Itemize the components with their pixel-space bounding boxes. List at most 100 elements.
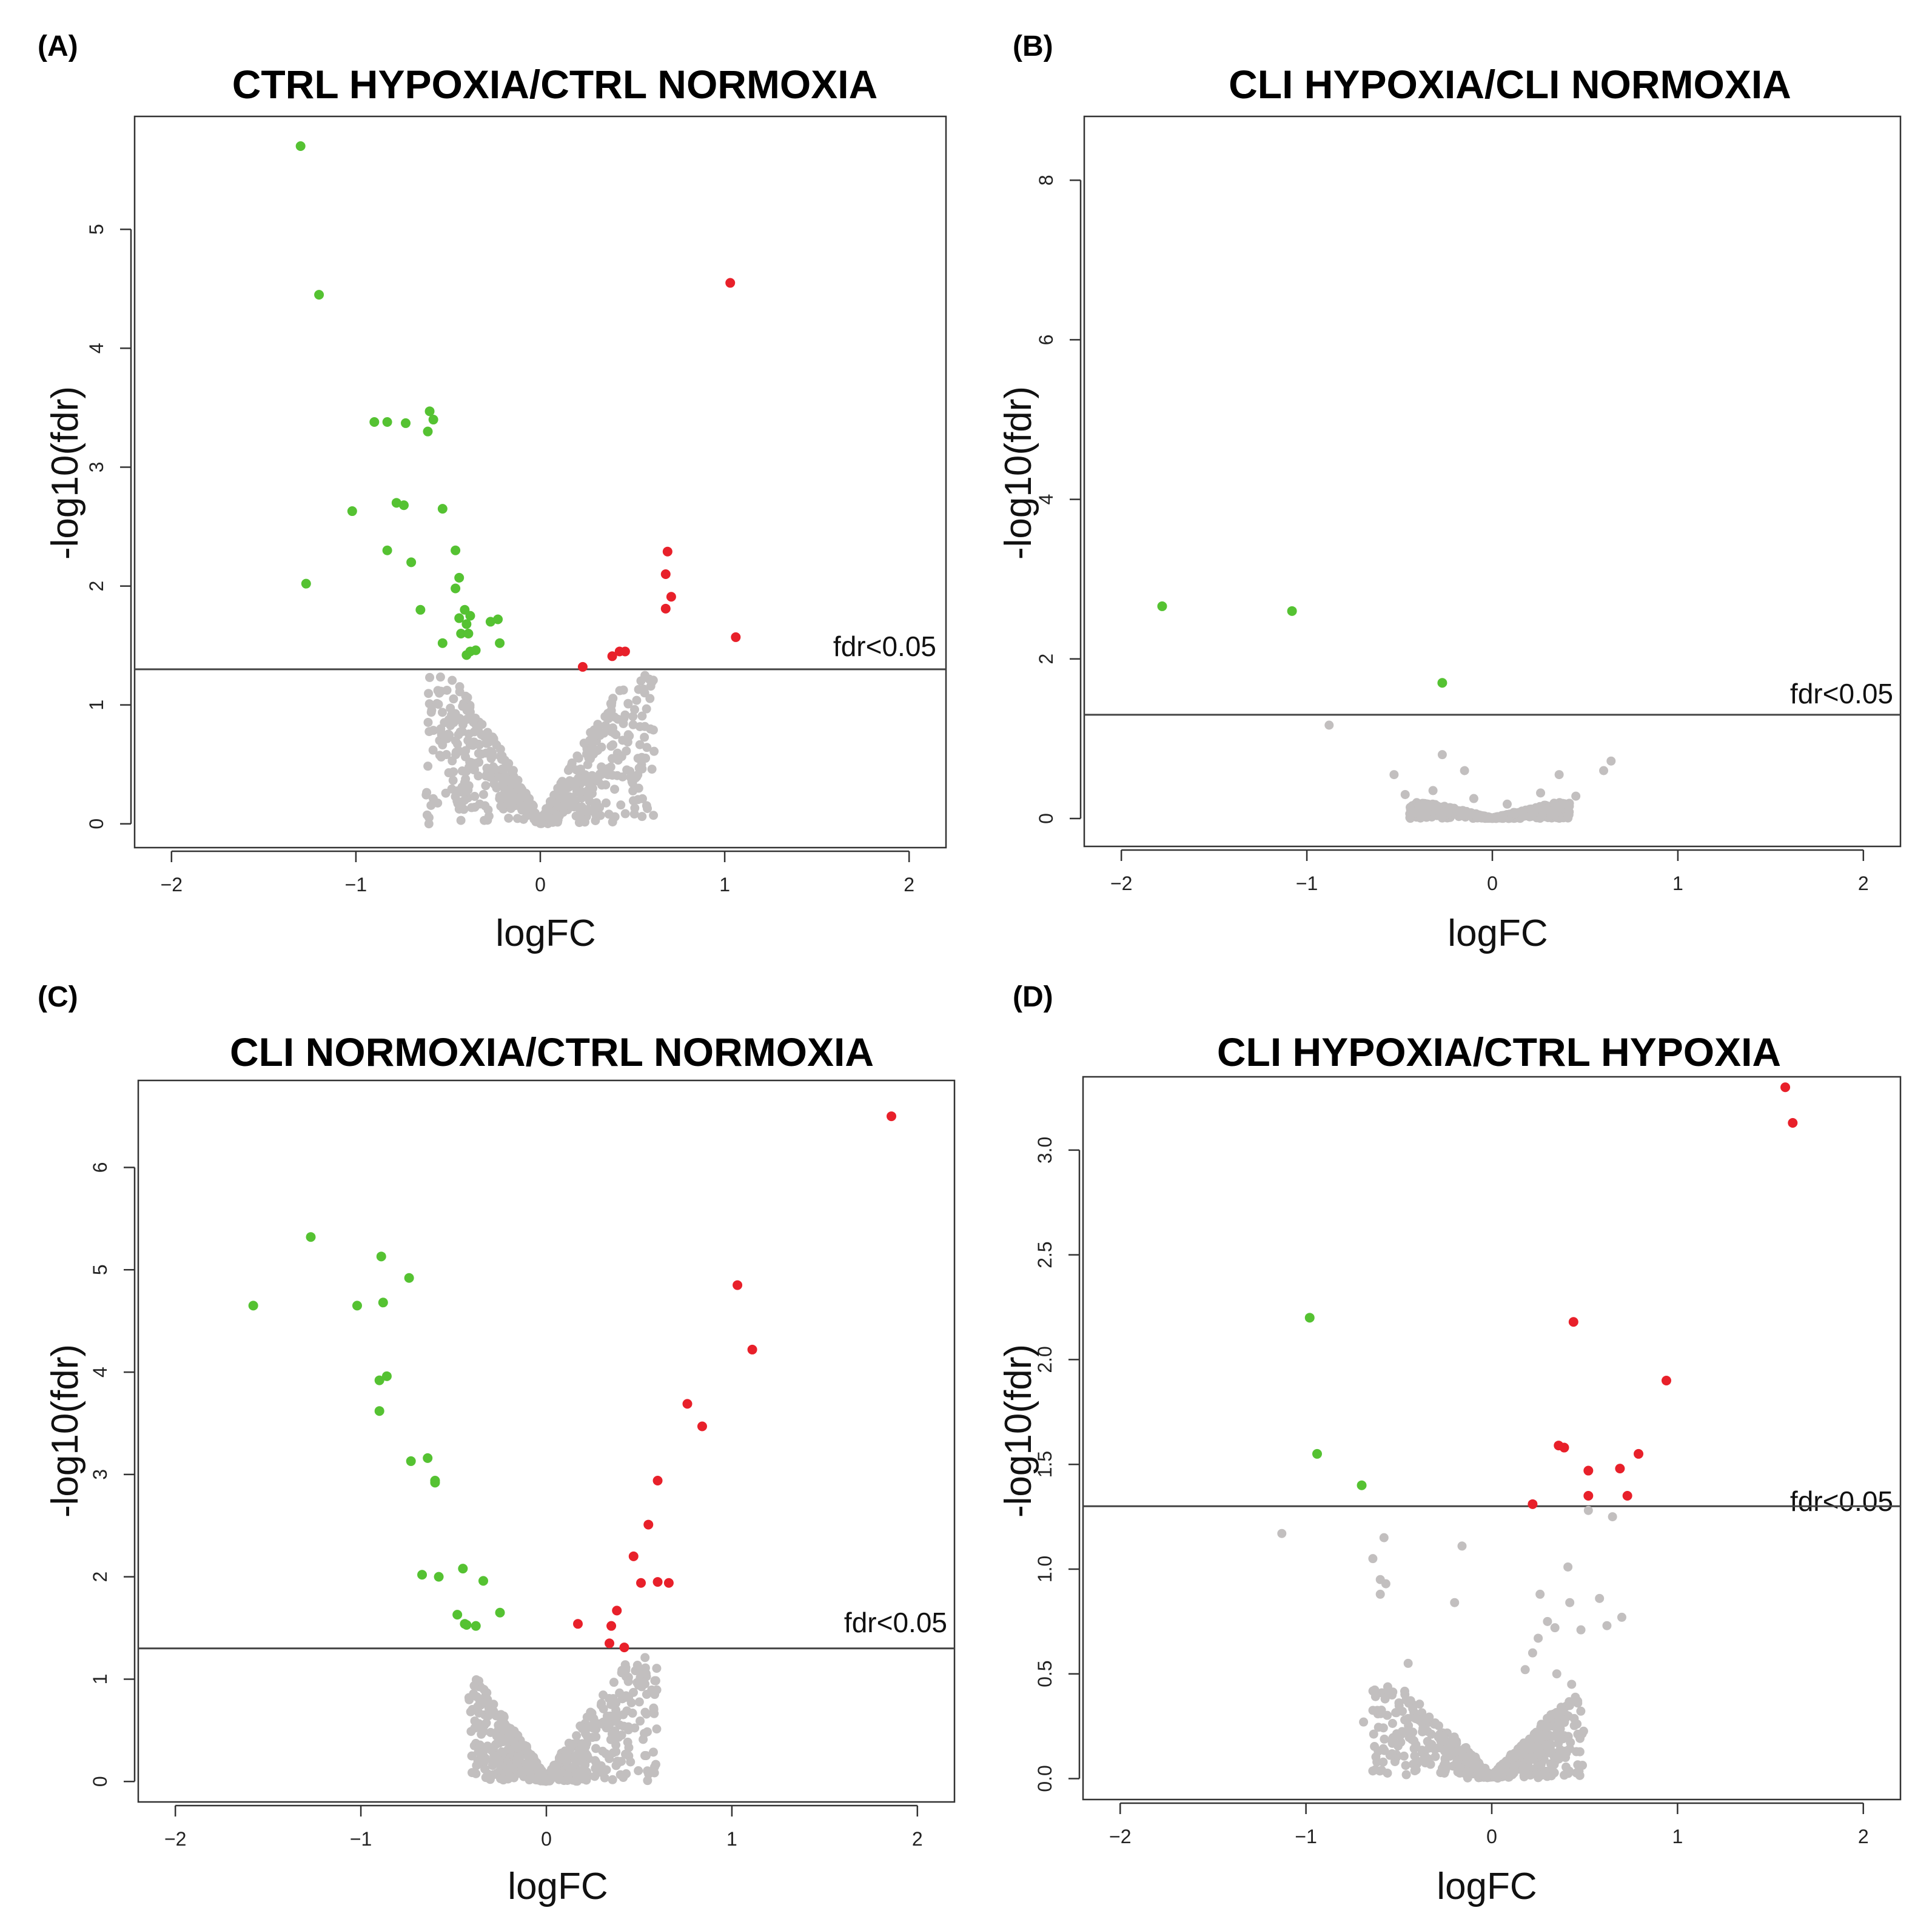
point-not-significant [483,728,492,738]
point-not-significant [524,1755,534,1765]
point-not-significant [626,1757,636,1767]
point-not-significant [637,812,647,822]
point-not-significant [483,815,492,825]
point-not-significant [1509,1752,1519,1762]
y-tick-label: 2 [86,581,107,592]
point-not-significant [1509,1763,1519,1773]
point-not-significant [643,1766,652,1776]
point-upregulated [1622,1491,1632,1501]
point-not-significant [628,796,638,806]
point-not-significant [423,717,433,727]
point-not-significant [471,1675,481,1684]
point-not-significant [1477,1770,1486,1780]
point-not-significant [512,814,522,823]
plot-frame [137,1079,956,1803]
point-not-significant [635,722,645,731]
point-upregulated [1615,1464,1625,1474]
point-not-significant [637,711,647,721]
point-not-significant [636,1716,645,1726]
point-not-significant [1394,1730,1404,1740]
point-not-significant [1496,1763,1506,1773]
point-not-significant [1426,1729,1436,1739]
x-axis-title: logFC [1447,912,1548,954]
point-downregulated [437,638,448,648]
point-not-significant [1399,1751,1409,1761]
point-not-significant [601,721,611,731]
point-not-significant [1569,1713,1579,1723]
point-not-significant [465,702,475,712]
y-tick-label: 0 [86,819,107,829]
plot-frame [1082,1076,1902,1801]
point-not-significant [1388,1687,1398,1697]
point-not-significant [1608,1512,1617,1522]
point-not-significant [1403,1726,1412,1736]
point-upregulated [660,603,671,614]
point-not-significant [1378,1723,1388,1733]
point-not-significant [550,1766,560,1775]
point-not-significant [1440,1768,1449,1778]
point-downregulated [495,638,505,648]
point-not-significant [463,785,473,795]
point-not-significant [1528,1648,1537,1658]
panel-b: (B) CLI HYPOXIA/CLI NORMOXIA logFC -log1… [998,30,1902,954]
x-tick-label: −1 [345,874,367,896]
point-not-significant [623,737,632,747]
point-downregulated [295,141,306,152]
point-downregulated [306,1232,316,1242]
point-not-significant [652,1724,662,1734]
point-not-significant [481,738,491,748]
point-not-significant [649,1768,659,1778]
chart-title: CLI HYPOXIA/CTRL HYPOXIA [1217,1030,1781,1074]
point-upregulated [663,1578,674,1588]
point-not-significant [1545,1739,1555,1749]
point-not-significant [608,817,617,827]
point-not-significant [1446,1740,1456,1749]
point-not-significant [1537,1770,1546,1780]
point-not-significant [1405,813,1415,823]
point-downregulated [458,1564,468,1574]
point-not-significant [1401,1770,1411,1780]
point-not-significant [1370,1692,1380,1701]
point-not-significant [603,770,613,780]
point-not-significant [620,809,630,819]
point-downregulated [493,614,503,624]
point-downregulated [352,1301,362,1311]
point-not-significant [475,1700,485,1710]
point-not-significant [1549,1768,1559,1778]
point-downregulated [381,1371,392,1381]
point-not-significant [1519,1743,1529,1753]
point-not-significant [640,1729,649,1738]
point-not-significant [563,1772,573,1782]
point-downregulated [451,545,461,555]
point-not-significant [570,782,580,791]
point-not-significant [642,1690,651,1699]
point-not-significant [455,681,465,691]
point-not-significant [581,1742,591,1752]
point-upregulated [886,1111,896,1122]
point-downregulated [478,1576,488,1586]
point-not-significant [624,1743,634,1752]
point-not-significant [1467,1750,1477,1760]
point-not-significant [634,1697,644,1707]
point-not-significant [1416,811,1426,821]
point-not-significant [1552,1669,1561,1679]
point-not-significant [623,730,633,740]
point-downregulated [454,613,465,623]
point-downregulated [382,545,392,555]
point-not-significant [481,1718,491,1728]
point-not-significant [1567,1679,1577,1689]
point-not-significant [642,801,651,811]
point-not-significant [1583,1505,1593,1515]
point-not-significant [650,1676,660,1686]
point-not-significant [1434,1743,1443,1753]
point-downregulated [374,1406,384,1416]
point-not-significant [649,746,659,756]
point-not-significant [567,1764,577,1773]
x-tick-label: −2 [1109,1826,1131,1847]
point-not-significant [1445,1752,1455,1761]
point-upregulated [1568,1317,1578,1327]
point-not-significant [1469,794,1478,803]
y-tick-label: 1.5 [1034,1451,1056,1478]
point-downregulated [428,415,438,425]
point-not-significant [1606,756,1616,766]
